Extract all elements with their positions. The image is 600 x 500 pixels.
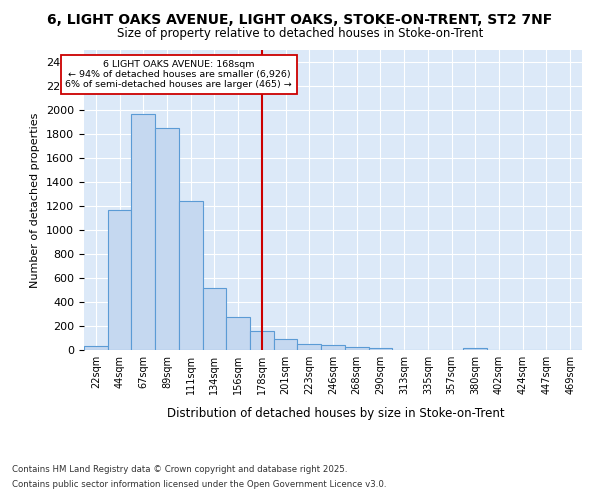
Bar — [226, 317, 250, 350]
Bar — [84, 346, 108, 350]
Bar — [321, 344, 345, 350]
Text: Size of property relative to detached houses in Stoke-on-Trent: Size of property relative to detached ho… — [117, 28, 483, 40]
Text: 6 LIGHT OAKS AVENUE: 168sqm
← 94% of detached houses are smaller (6,926)
6% of s: 6 LIGHT OAKS AVENUE: 168sqm ← 94% of det… — [65, 60, 292, 90]
Bar — [368, 348, 392, 350]
Bar — [179, 201, 203, 350]
Bar — [203, 288, 226, 350]
Bar — [131, 114, 155, 350]
Text: Contains public sector information licensed under the Open Government Licence v3: Contains public sector information licen… — [12, 480, 386, 489]
Text: 6, LIGHT OAKS AVENUE, LIGHT OAKS, STOKE-ON-TRENT, ST2 7NF: 6, LIGHT OAKS AVENUE, LIGHT OAKS, STOKE-… — [47, 12, 553, 26]
Bar — [108, 210, 131, 350]
Bar — [463, 348, 487, 350]
Bar — [298, 344, 321, 350]
Text: Contains HM Land Registry data © Crown copyright and database right 2025.: Contains HM Land Registry data © Crown c… — [12, 465, 347, 474]
Bar — [155, 128, 179, 350]
Text: Distribution of detached houses by size in Stoke-on-Trent: Distribution of detached houses by size … — [167, 408, 505, 420]
Bar — [250, 332, 274, 350]
Bar — [345, 347, 368, 350]
Y-axis label: Number of detached properties: Number of detached properties — [31, 112, 40, 288]
Bar — [274, 339, 298, 350]
